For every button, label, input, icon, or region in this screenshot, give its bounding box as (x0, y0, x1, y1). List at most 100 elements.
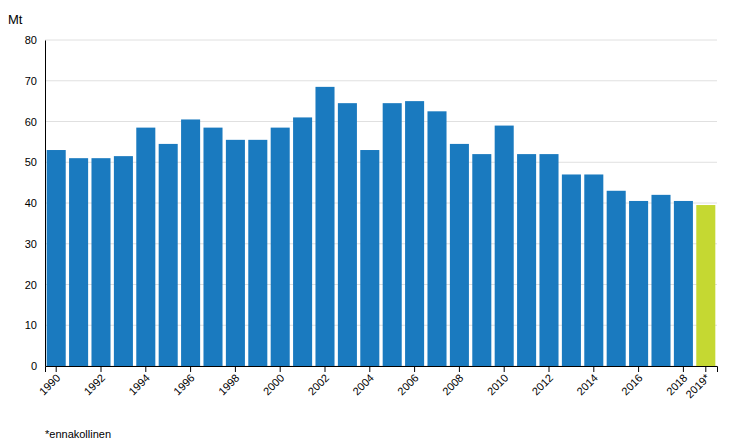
y-tick: 70 (25, 75, 45, 87)
x-tick-label: 2006 (395, 372, 421, 398)
x-tick-label: 2004 (350, 372, 376, 398)
x-tick-label: 2014 (574, 372, 600, 398)
x-tick-mark (683, 366, 684, 372)
bar (315, 87, 334, 366)
bar (338, 103, 357, 366)
bar (495, 126, 514, 366)
x-tick: 2004 (350, 366, 376, 397)
bar (472, 154, 491, 366)
bar (607, 191, 626, 366)
x-tick: 1996 (171, 366, 197, 397)
bars (47, 87, 716, 366)
x-tick: 2000 (261, 366, 287, 397)
y-tick: 0 (31, 360, 45, 372)
x-tick-mark (280, 366, 281, 372)
x-tick: 1992 (81, 366, 107, 397)
y-tick: 30 (25, 238, 45, 250)
y-tick-label: 30 (25, 238, 37, 250)
x-tick-label: 2008 (440, 372, 466, 398)
bar (427, 111, 446, 366)
y-axis-line (45, 41, 46, 367)
bar (450, 144, 469, 366)
bar (405, 101, 424, 366)
y-tick-label: 50 (25, 156, 37, 168)
x-tick-label: 1996 (171, 372, 197, 398)
x-tick: 2002 (305, 366, 331, 397)
x-tick: 1990 (37, 366, 63, 397)
x-tick: 1998 (216, 366, 242, 397)
x-tick: 1994 (126, 366, 152, 397)
y-tick: 80 (25, 34, 45, 46)
y-tick: 10 (25, 319, 45, 331)
bar (136, 128, 155, 366)
bar (47, 150, 66, 366)
grid (45, 40, 717, 366)
y-tick: 20 (25, 279, 45, 291)
x-tick-mark (705, 366, 706, 372)
bar (517, 154, 536, 366)
bar (584, 174, 603, 366)
x-tick-label: 1992 (81, 372, 107, 398)
x-tick: 2016 (619, 366, 645, 397)
x-tick: 2019* (683, 366, 712, 400)
y-tick-label: 20 (25, 279, 37, 291)
x-tick-mark (638, 366, 639, 372)
y-tick: 40 (25, 197, 45, 209)
footnote: *ennakollinen (45, 428, 111, 440)
grid-line (45, 121, 717, 122)
bar (629, 201, 648, 366)
x-tick: 2014 (574, 366, 600, 397)
bar (360, 150, 379, 366)
bar (114, 156, 133, 366)
bar (248, 140, 267, 366)
chart: 0 10 20 30 40 50 60 70 80 1990 1992 1994 1996 1998 200… (0, 0, 737, 446)
y-tick: 50 (25, 156, 45, 168)
x-tick: 2008 (440, 366, 466, 397)
bar (226, 140, 245, 366)
y-tick-label: 10 (25, 319, 37, 331)
x-tick-label: 2010 (485, 372, 511, 398)
x-tick-label: 2019* (683, 371, 712, 400)
x-tick-mark (459, 366, 460, 372)
bar (271, 128, 290, 366)
x-tick-label: 1990 (37, 372, 63, 398)
x-tick-label: 1998 (216, 372, 242, 398)
x-tick-mark (504, 366, 505, 372)
x-axis: 1990 1992 1994 1996 1998 2000 2002 2004 2006 2008… (37, 366, 718, 400)
bar (69, 158, 88, 366)
bar (651, 195, 670, 366)
x-tick: 2010 (485, 366, 511, 397)
x-tick-mark (190, 366, 191, 372)
x-tick-mark (593, 366, 594, 372)
x-tick-label: 2016 (619, 372, 645, 398)
bar (181, 119, 200, 366)
grid-line (45, 40, 717, 41)
bar (159, 144, 178, 366)
x-tick-label: 1994 (126, 372, 152, 398)
x-tick: 2012 (529, 366, 555, 397)
y-tick-label: 40 (25, 197, 37, 209)
x-tick-mark (145, 366, 146, 372)
bar (674, 201, 693, 366)
x-tick-mark (101, 366, 102, 372)
bar (203, 128, 222, 366)
x-tick-mark (235, 366, 236, 372)
x-tick-label: 2012 (529, 372, 555, 398)
x-tick: 2006 (395, 366, 421, 397)
x-tick-mark (549, 366, 550, 372)
x-tick-mark (325, 366, 326, 372)
y-tick-label: 70 (25, 75, 37, 87)
bar (696, 205, 715, 366)
y-axis: 0 10 20 30 40 50 60 70 80 (25, 34, 46, 372)
bar (383, 103, 402, 366)
bar (562, 174, 581, 366)
y-tick-label: 80 (25, 34, 37, 46)
y-tick-label: 0 (31, 360, 37, 372)
bar (91, 158, 110, 366)
x-tick-mark (56, 366, 57, 372)
y-axis-label: Mt (8, 12, 23, 27)
x-axis-line (46, 367, 718, 373)
bar (293, 117, 312, 366)
x-tick-mark (414, 366, 415, 372)
y-tick-label: 60 (25, 116, 37, 128)
